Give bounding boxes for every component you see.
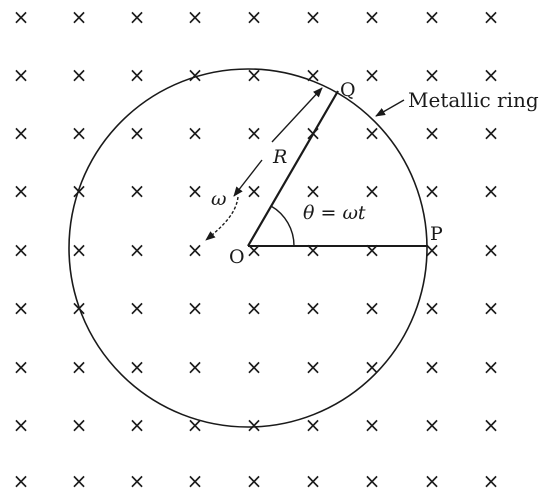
field-cross-mark: × bbox=[424, 238, 441, 262]
field-cross-mark: × bbox=[246, 469, 263, 490]
field-cross-mark: × bbox=[71, 63, 88, 87]
magnetic-field-cross-grid: × × × × × × × × × × × × × × × × × × × × × × × × × × × × × × × × × × × × × × × ×… bbox=[13, 5, 500, 493]
field-cross-mark: × bbox=[305, 355, 322, 379]
field-cross-mark: × bbox=[246, 63, 263, 87]
omega-rotation-arrow bbox=[205, 196, 239, 241]
field-cross-mark: × bbox=[305, 5, 322, 29]
field-cross-mark: × bbox=[129, 469, 146, 490]
field-cross-mark: × bbox=[364, 238, 381, 262]
field-cross-mark: × bbox=[246, 179, 263, 203]
field-cross-mark: × bbox=[483, 63, 500, 87]
field-cross-mark: × bbox=[246, 355, 263, 379]
field-cross-mark: × bbox=[187, 355, 204, 379]
field-cross-mark: × bbox=[364, 5, 381, 29]
ring-callout-label: Metallic ring bbox=[408, 88, 539, 112]
field-cross-mark: × bbox=[424, 5, 441, 29]
field-cross-mark: × bbox=[129, 296, 146, 320]
field-cross-mark: × bbox=[483, 355, 500, 379]
ring-callout-arrow bbox=[375, 99, 405, 117]
field-cross-mark: × bbox=[13, 469, 30, 490]
field-cross-mark: × bbox=[187, 413, 204, 437]
field-cross-mark: × bbox=[424, 296, 441, 320]
field-cross-mark: × bbox=[424, 179, 441, 203]
field-cross-mark: × bbox=[364, 413, 381, 437]
field-cross-mark: × bbox=[364, 121, 381, 145]
field-cross-mark: × bbox=[424, 469, 441, 490]
field-cross-mark: × bbox=[71, 469, 88, 490]
field-cross-mark: × bbox=[364, 469, 381, 490]
field-cross-mark: × bbox=[129, 355, 146, 379]
field-cross-mark: × bbox=[129, 5, 146, 29]
field-cross-mark: × bbox=[187, 238, 204, 262]
field-cross-mark: × bbox=[305, 238, 322, 262]
field-cross-mark: × bbox=[187, 121, 204, 145]
radius-arrow-upper bbox=[271, 87, 323, 143]
field-cross-mark: × bbox=[187, 63, 204, 87]
angle-label-theta: θ = ωt bbox=[303, 202, 366, 224]
field-cross-mark: × bbox=[364, 179, 381, 203]
field-cross-mark: × bbox=[13, 238, 30, 262]
field-cross-mark: × bbox=[305, 179, 322, 203]
field-cross-mark: × bbox=[187, 5, 204, 29]
field-cross-mark: × bbox=[71, 238, 88, 262]
field-cross-mark: × bbox=[129, 63, 146, 87]
field-cross-mark: × bbox=[13, 179, 30, 203]
field-cross-mark: × bbox=[424, 121, 441, 145]
field-cross-mark: × bbox=[13, 63, 30, 87]
omega-label: ω bbox=[211, 188, 227, 210]
field-cross-mark: × bbox=[71, 121, 88, 145]
field-cross-mark: × bbox=[364, 355, 381, 379]
rotating-rod-oq bbox=[247, 90, 339, 247]
field-cross-mark: × bbox=[71, 413, 88, 437]
field-cross-mark: × bbox=[424, 63, 441, 87]
field-cross-mark: × bbox=[483, 296, 500, 320]
field-cross-mark: × bbox=[129, 238, 146, 262]
field-cross-mark: × bbox=[187, 179, 204, 203]
field-cross-mark: × bbox=[483, 179, 500, 203]
field-cross-mark: × bbox=[246, 121, 263, 145]
field-cross-mark: × bbox=[305, 296, 322, 320]
field-cross-mark: × bbox=[483, 413, 500, 437]
field-cross-mark: × bbox=[129, 413, 146, 437]
field-cross-mark: × bbox=[13, 413, 30, 437]
field-cross-mark: × bbox=[483, 469, 500, 490]
field-cross-mark: × bbox=[187, 469, 204, 490]
field-cross-mark: × bbox=[483, 121, 500, 145]
radius-label-r: R bbox=[272, 146, 287, 168]
field-cross-mark: × bbox=[246, 5, 263, 29]
field-cross-mark: × bbox=[305, 63, 322, 87]
field-cross-mark: × bbox=[424, 355, 441, 379]
field-cross-mark: × bbox=[246, 296, 263, 320]
point-label-q: Q bbox=[340, 79, 356, 101]
field-cross-mark: × bbox=[305, 469, 322, 490]
field-cross-mark: × bbox=[129, 121, 146, 145]
angle-theta-arc bbox=[270, 205, 295, 247]
field-cross-mark: × bbox=[13, 5, 30, 29]
radius-arrow-lower bbox=[233, 159, 263, 197]
center-label-o: O bbox=[229, 246, 245, 268]
field-cross-mark: × bbox=[71, 5, 88, 29]
field-cross-mark: × bbox=[129, 179, 146, 203]
field-cross-mark: × bbox=[13, 121, 30, 145]
field-cross-mark: × bbox=[13, 355, 30, 379]
field-cross-mark: × bbox=[13, 296, 30, 320]
field-cross-mark: × bbox=[246, 238, 263, 262]
field-cross-mark: × bbox=[246, 413, 263, 437]
field-cross-mark: × bbox=[483, 238, 500, 262]
field-cross-mark: × bbox=[424, 413, 441, 437]
field-cross-mark: × bbox=[483, 5, 500, 29]
field-cross-mark: × bbox=[364, 296, 381, 320]
field-cross-mark: × bbox=[187, 296, 204, 320]
field-cross-mark: × bbox=[71, 355, 88, 379]
metallic-ring bbox=[68, 68, 428, 428]
field-cross-mark: × bbox=[364, 63, 381, 87]
field-cross-mark: × bbox=[305, 413, 322, 437]
point-label-p: P bbox=[430, 223, 443, 245]
